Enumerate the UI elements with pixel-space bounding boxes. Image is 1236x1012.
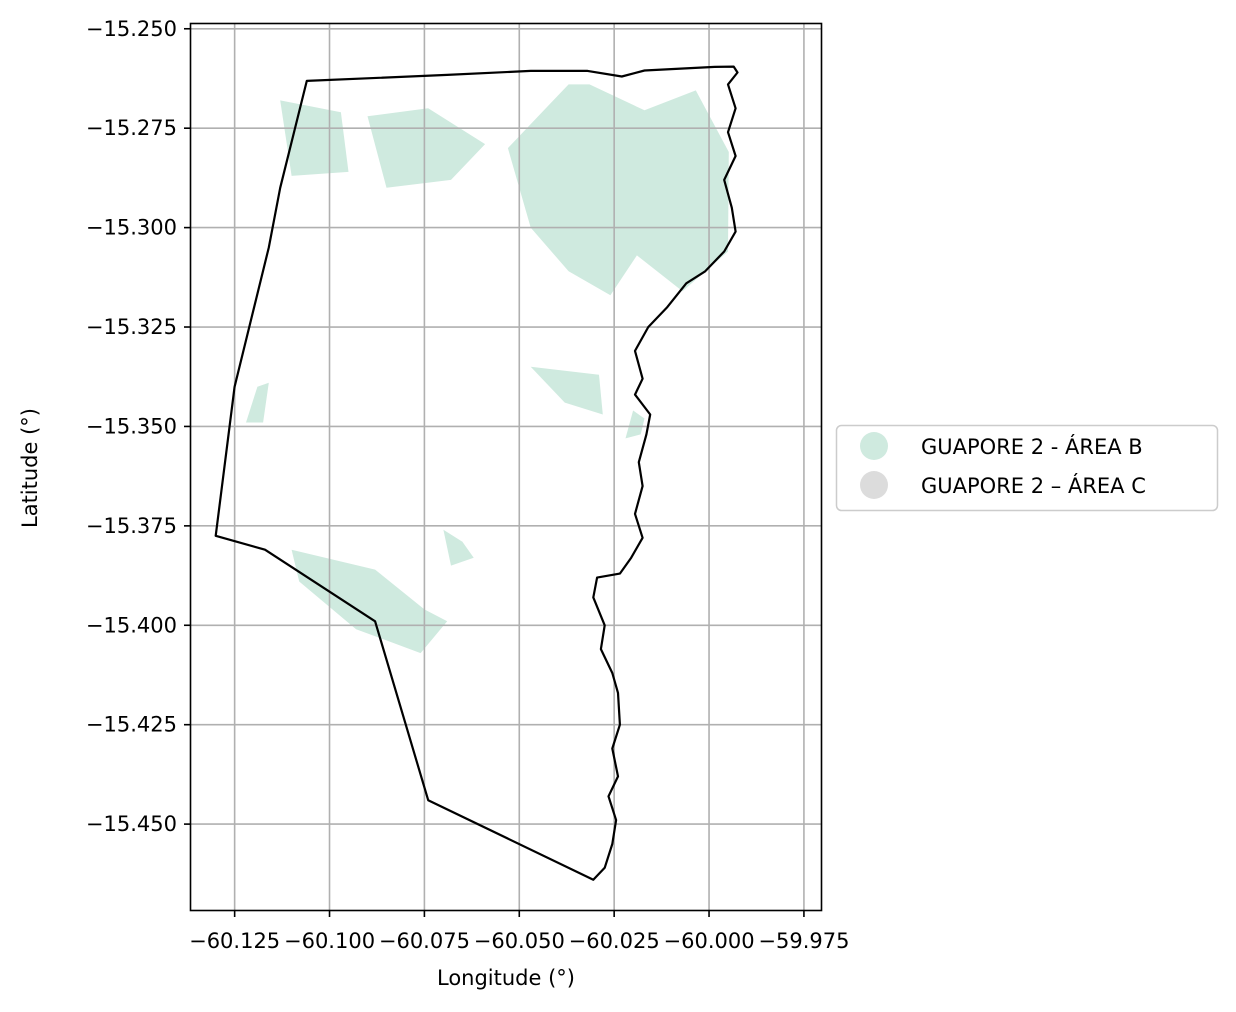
y-tick-label: −15.450 — [86, 812, 177, 836]
area-b-polygon — [625, 410, 645, 439]
x-tick-label: −60.050 — [474, 929, 565, 953]
y-tick-label: −15.300 — [86, 216, 177, 240]
area-b-polygon — [246, 382, 269, 423]
x-tick-label: −60.025 — [569, 929, 660, 953]
plot-frame — [189, 22, 823, 912]
x-tick-label: −60.075 — [379, 929, 470, 953]
area-b-polygon — [291, 549, 448, 654]
y-tick-label: −15.375 — [86, 514, 177, 538]
legend-marker-area-c — [860, 471, 888, 499]
x-tick-label: −60.000 — [664, 929, 755, 953]
legend: GUAPORE 2 - ÁREA B GUAPORE 2 – ÁREA C — [835, 424, 1219, 512]
area-b-polygon — [443, 529, 474, 566]
x-tick-label: −60.100 — [284, 929, 375, 953]
y-axis-label: Latitude (°) — [18, 408, 42, 528]
x-axis-ticks: −60.125 −60.100 −60.075 −60.050 −60.025 −60.0… — [189, 910, 849, 953]
y-tick-label: −15.275 — [86, 116, 177, 140]
x-tick-label: −59.975 — [758, 929, 849, 953]
gridlines — [191, 24, 821, 910]
legend-box — [835, 424, 1219, 512]
area-b-polygon — [530, 366, 603, 415]
y-tick-label: −15.425 — [86, 713, 177, 737]
y-tick-label: −15.350 — [86, 414, 177, 438]
y-tick-label: −15.250 — [86, 17, 177, 41]
x-axis-label: Longitude (°) — [437, 966, 575, 990]
legend-label-area-b: GUAPORE 2 - ÁREA B — [921, 434, 1143, 459]
y-tick-label: −15.400 — [86, 613, 177, 637]
boundary-outline — [214, 65, 739, 881]
legend-marker-area-b — [860, 432, 888, 460]
legend-label-area-c: GUAPORE 2 – ÁREA C — [921, 473, 1146, 498]
y-axis-ticks: −15.250 −15.275 −15.300 −15.325 −15.350 −15.3… — [86, 17, 191, 836]
x-tick-label: −60.125 — [189, 929, 280, 953]
y-tick-label: −15.325 — [86, 315, 177, 339]
area-b-polygon — [507, 84, 729, 296]
